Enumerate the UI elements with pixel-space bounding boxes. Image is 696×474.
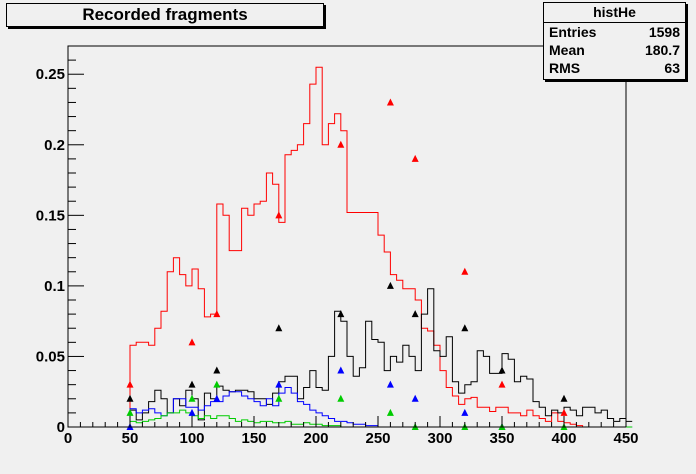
marker-point	[275, 324, 283, 332]
x-tick-label: 0	[64, 430, 72, 447]
marker-point	[275, 211, 283, 219]
marker-point	[386, 281, 394, 289]
marker-point	[188, 380, 196, 388]
marker-point	[461, 408, 469, 416]
marker-point	[337, 394, 345, 402]
chart-title: Recorded fragments	[6, 3, 324, 27]
x-tick-label: 350	[489, 430, 514, 447]
marker-point	[126, 380, 134, 388]
marker-point	[213, 380, 221, 388]
stats-value: 1598	[648, 24, 680, 40]
stats-row-mean: Mean 180.7	[544, 41, 685, 59]
x-tick-label: 450	[613, 430, 638, 447]
marker-point	[126, 408, 134, 416]
marker-point	[337, 366, 345, 374]
marker-point	[337, 140, 345, 148]
y-tick-label: 0.1	[44, 278, 65, 295]
marker-point	[188, 338, 196, 346]
stats-box: histHe Entries 1598 Mean 180.7 RMS 63	[543, 2, 686, 80]
y-tick-label: 0	[57, 419, 65, 436]
marker-point	[411, 154, 419, 162]
marker-point	[213, 394, 221, 402]
x-tick-label: 250	[365, 430, 390, 447]
stats-value: 63	[664, 60, 680, 76]
marker-point	[126, 394, 134, 402]
stats-name: histHe	[544, 3, 685, 23]
plot-area	[67, 45, 627, 428]
y-tick-label: 0.2	[44, 137, 65, 154]
marker-point	[461, 324, 469, 332]
marker-point	[461, 267, 469, 275]
marker-point	[560, 394, 568, 402]
x-tick-label: 300	[427, 430, 452, 447]
stats-label: RMS	[549, 60, 581, 76]
x-tick-label: 100	[179, 430, 204, 447]
y-tick-label: 0.05	[36, 348, 65, 365]
x-tick-label: 400	[551, 430, 576, 447]
marker-point	[188, 394, 196, 402]
marker-point	[275, 380, 283, 388]
marker-point	[386, 380, 394, 388]
marker-point	[386, 98, 394, 106]
y-tick-label: 0.25	[36, 66, 65, 83]
x-tick-label: 150	[241, 430, 266, 447]
stats-label: Entries	[549, 24, 597, 40]
stats-row-entries: Entries 1598	[544, 23, 685, 41]
stats-row-rms: RMS 63	[544, 59, 685, 77]
histogram-series-0	[68, 66, 626, 428]
histogram-series-1	[68, 288, 633, 428]
marker-point	[498, 366, 506, 374]
marker-point	[213, 310, 221, 318]
x-tick-label: 50	[122, 430, 139, 447]
marker-point	[498, 380, 506, 388]
stats-value: 180.7	[644, 42, 680, 58]
marker-point	[275, 394, 283, 402]
marker-point	[560, 408, 568, 416]
marker-point	[386, 408, 394, 416]
marker-point	[337, 310, 345, 318]
marker-point	[411, 394, 419, 402]
stats-label: Mean	[549, 42, 585, 58]
marker-point	[213, 366, 221, 374]
marker-point	[188, 408, 196, 416]
marker-point	[411, 310, 419, 318]
y-tick-label: 0.15	[36, 207, 65, 224]
x-tick-label: 200	[303, 430, 328, 447]
